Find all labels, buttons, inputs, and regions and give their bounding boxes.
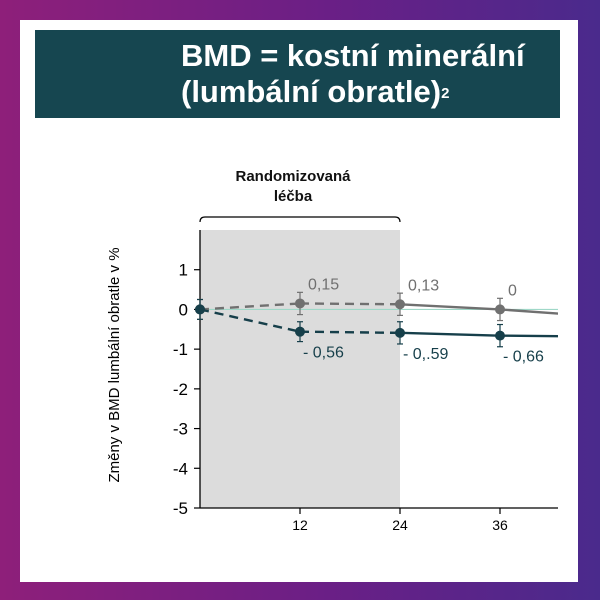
y-tick-label: 0 [179,300,188,319]
y-tick-label: 1 [179,261,188,280]
series-1-segment [299,330,401,335]
series-1-point [495,330,505,341]
randomized-label-line: léčba [274,188,313,205]
series-0-point [495,304,505,315]
y-tick-label: -2 [173,380,188,399]
series-1-point [195,304,205,315]
series-0-data-label: 0 [508,282,517,299]
x-tick-label: 12 [292,517,308,533]
series-0-segment [399,303,501,311]
series-1-data-label: - 0,.59 [403,346,448,363]
y-tick-label: -1 [173,340,188,359]
randomized-bracket [199,216,401,223]
series-0-segment [299,302,401,306]
y-tick-label: -3 [173,420,188,439]
series-group: 0,15 0,13 0 - 0,56 - 0,.59 - 0,66 [195,276,558,366]
citation-superscript: 2 [441,85,450,102]
y-tick-label: -4 [173,459,188,478]
title-bar: BMD = kostní minerální (lumbální obratle… [35,30,560,118]
series-0-point [295,298,305,309]
randomized-label-line: Randomizovaná [235,168,351,185]
series-1-segment [499,334,558,338]
x-tick-label: 24 [392,517,408,533]
series-1-segment [199,308,301,333]
series-0-segment [199,302,301,311]
slide-title-line-2-text: (lumbální obratle) [181,74,442,109]
slide-title-line-1: BMD = kostní minerální [181,38,525,73]
randomized-period-shade [200,230,400,508]
series-0-segment [499,308,558,315]
series-1-point [395,327,405,338]
series-1-data-label: - 0,56 [303,345,344,362]
series-0-point [395,299,405,310]
series-1-data-label: - 0,66 [503,349,544,366]
series-1-segment [399,331,501,337]
y-tick-label: -5 [173,499,188,518]
y-axis-label: Změny v BMD lumbální obratle v % [106,247,123,482]
series-0-data-label: 0,13 [408,277,439,294]
series-0-data-label: 0,15 [308,276,339,293]
series-1-point [295,326,305,337]
x-tick-label: 36 [492,517,508,533]
slide-title-line-2: (lumbální obratle)2 [181,75,449,109]
